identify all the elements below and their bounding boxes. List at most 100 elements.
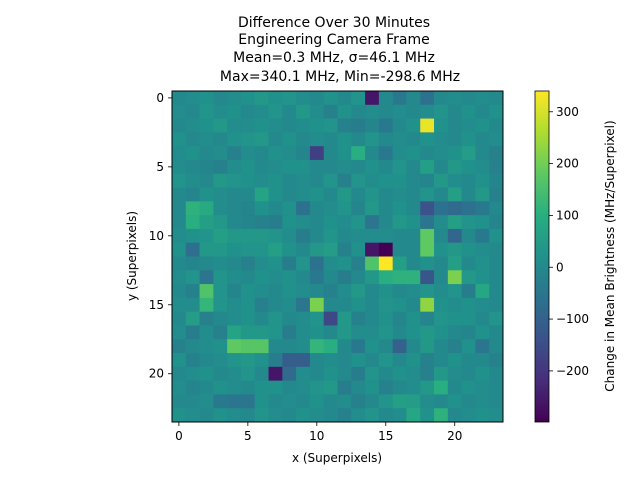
- heatmap-cell: [420, 256, 435, 271]
- heatmap-cell: [420, 394, 435, 409]
- heatmap-cell: [392, 353, 407, 368]
- y-axis-label: y (Superpixels): [125, 211, 139, 301]
- heatmap-cell: [254, 366, 269, 382]
- heatmap-cell: [282, 366, 297, 382]
- heatmap-cell: [254, 228, 269, 244]
- heatmap-cell: [434, 132, 449, 147]
- heatmap-cell: [199, 187, 214, 202]
- heatmap-cell: [185, 353, 200, 368]
- heatmap-cell: [309, 242, 325, 257]
- heatmap-cell: [351, 118, 366, 133]
- heatmap-cell: [240, 201, 256, 216]
- heatmap-cell: [337, 173, 352, 188]
- heatmap-cell: [213, 118, 228, 133]
- heatmap-cell: [296, 311, 311, 326]
- heatmap-cell: [337, 91, 352, 106]
- heatmap-cell: [227, 118, 242, 133]
- heatmap-cell: [434, 201, 449, 216]
- heatmap-cell: [461, 408, 476, 423]
- heatmap-cell: [337, 146, 352, 161]
- heatmap-cell: [351, 215, 366, 230]
- heatmap-cell: [213, 187, 228, 202]
- heatmap-cell: [337, 132, 352, 147]
- heatmap-cell: [254, 311, 269, 326]
- heatmap-cell: [309, 159, 325, 175]
- heatmap-cell: [475, 408, 490, 423]
- heatmap-cell: [447, 228, 463, 244]
- heatmap-cell: [351, 394, 366, 409]
- heatmap-cell: [268, 297, 283, 313]
- heatmap-cell: [461, 242, 476, 257]
- heatmap-cell: [434, 228, 449, 244]
- heatmap-cell: [240, 311, 256, 326]
- heatmap-cell: [434, 284, 449, 299]
- heatmap-cell: [323, 104, 338, 119]
- heatmap-cell: [199, 242, 214, 257]
- heatmap-cell: [378, 311, 394, 326]
- heatmap-cell: [240, 366, 256, 382]
- heatmap-cell: [351, 242, 366, 257]
- heatmap-cell: [296, 270, 311, 285]
- heatmap-cell: [351, 159, 366, 175]
- heatmap-cell: [296, 366, 311, 382]
- heatmap-cell: [268, 270, 283, 285]
- heatmap-cell: [227, 228, 242, 244]
- heatmap-cell: [268, 91, 283, 106]
- heatmap-cell: [282, 297, 297, 313]
- heatmap-cell: [309, 394, 325, 409]
- heatmap-cell: [392, 228, 407, 244]
- heatmap-cell: [254, 408, 269, 423]
- heatmap-cell: [254, 270, 269, 285]
- heatmap-cell: [199, 104, 214, 119]
- heatmap-cell: [447, 256, 463, 271]
- heatmap-cell: [378, 132, 394, 147]
- heatmap-cell: [172, 394, 187, 409]
- heatmap-cell: [489, 311, 504, 326]
- heatmap-cell: [420, 270, 435, 285]
- heatmap-cell: [268, 325, 283, 340]
- heatmap-cell: [475, 284, 490, 299]
- heatmap-cell: [268, 132, 283, 147]
- heatmap-cell: [365, 159, 380, 175]
- heatmap-cell: [475, 104, 490, 119]
- heatmap-cell: [240, 270, 256, 285]
- heatmap-cell: [172, 91, 187, 106]
- heatmap-cell: [268, 146, 283, 161]
- heatmap-cell: [268, 159, 283, 175]
- heatmap-cell: [296, 91, 311, 106]
- title-line-4: Max=340.1 MHz, Min=-298.6 MHz: [220, 69, 460, 85]
- heatmap-cell: [185, 118, 200, 133]
- heatmap-cell: [323, 118, 338, 133]
- heatmap-cell: [323, 256, 338, 271]
- heatmap-cell: [406, 366, 421, 382]
- heatmap-cell: [461, 173, 476, 188]
- heatmap-cell: [172, 311, 187, 326]
- heatmap-cell: [199, 201, 214, 216]
- heatmap-cell: [199, 311, 214, 326]
- heatmap-cell: [434, 104, 449, 119]
- heatmap-cell: [323, 325, 338, 340]
- heatmap-cell: [475, 215, 490, 230]
- heatmap-cell: [199, 215, 214, 230]
- heatmap-cell: [406, 353, 421, 368]
- heatmap-cell: [323, 215, 338, 230]
- heatmap-cell: [227, 201, 242, 216]
- heatmap-cell: [213, 353, 228, 368]
- heatmap-cell: [406, 91, 421, 106]
- heatmap-cell: [254, 256, 269, 271]
- heatmap-cell: [420, 353, 435, 368]
- heatmap-cell: [309, 91, 325, 106]
- x-tick-label: 10: [309, 429, 324, 443]
- heatmap-cell: [323, 132, 338, 147]
- heatmap-cell: [296, 187, 311, 202]
- heatmap-cell: [406, 146, 421, 161]
- heatmap-cell: [240, 215, 256, 230]
- heatmap-cell: [489, 215, 504, 230]
- heatmap-cell: [434, 408, 449, 423]
- heatmap-cell: [185, 91, 200, 106]
- heatmap-cell: [406, 201, 421, 216]
- heatmap-cell: [227, 132, 242, 147]
- title-line-2: Engineering Camera Frame: [238, 32, 429, 48]
- heatmap-cell: [185, 201, 200, 216]
- heatmap-cell: [337, 353, 352, 368]
